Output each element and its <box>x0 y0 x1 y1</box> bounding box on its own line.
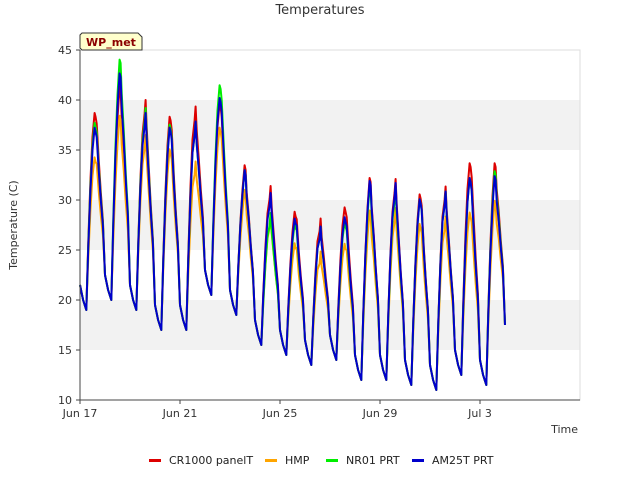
legend: CR1000 panelT HMP NR01 PRT AM25T PRT <box>149 454 494 467</box>
y-tick-label: 10 <box>58 394 72 407</box>
legend-swatch <box>149 459 161 462</box>
y-tick-label: 40 <box>58 94 72 107</box>
y-tick-label: 30 <box>58 194 72 207</box>
legend-label: HMP <box>285 454 310 467</box>
x-tick-label: Jun 21 <box>162 407 198 420</box>
x-tick-label: Jun 29 <box>362 407 398 420</box>
legend-swatch <box>326 459 338 462</box>
legend-swatch <box>412 459 424 462</box>
x-tick-label: Jun 17 <box>62 407 98 420</box>
station-badge: WP_met <box>79 32 143 51</box>
y-tick-label: 20 <box>58 294 72 307</box>
series-line-am25t-prt <box>79 72 506 391</box>
legend-label: CR1000 panelT <box>169 454 253 467</box>
y-tick-label: 45 <box>58 44 72 57</box>
grid-band <box>80 200 580 250</box>
badge-text: WP_met <box>86 36 136 49</box>
badge-box <box>79 32 143 51</box>
x-axis-label: Time <box>550 423 578 436</box>
series-layer <box>79 58 506 391</box>
y-tick-label: 15 <box>58 344 72 357</box>
y-tick-label: 35 <box>58 144 72 157</box>
y-tick-label: 25 <box>58 244 72 257</box>
grid-band <box>80 100 580 150</box>
legend-label: NR01 PRT <box>346 454 400 467</box>
axes: 10 15 20 25 30 35 40 45 Jun 17 Jun 21 Jun 25 Jun 29… <box>58 44 581 420</box>
x-tick-label: Jun 25 <box>262 407 298 420</box>
legend-swatch <box>265 459 277 462</box>
chart-title: Temperatures <box>274 3 364 18</box>
y-axis-label: Temperature (C) <box>7 180 20 270</box>
legend-label: AM25T PRT <box>432 454 494 467</box>
x-tick-label: Jul 3 <box>467 407 492 420</box>
